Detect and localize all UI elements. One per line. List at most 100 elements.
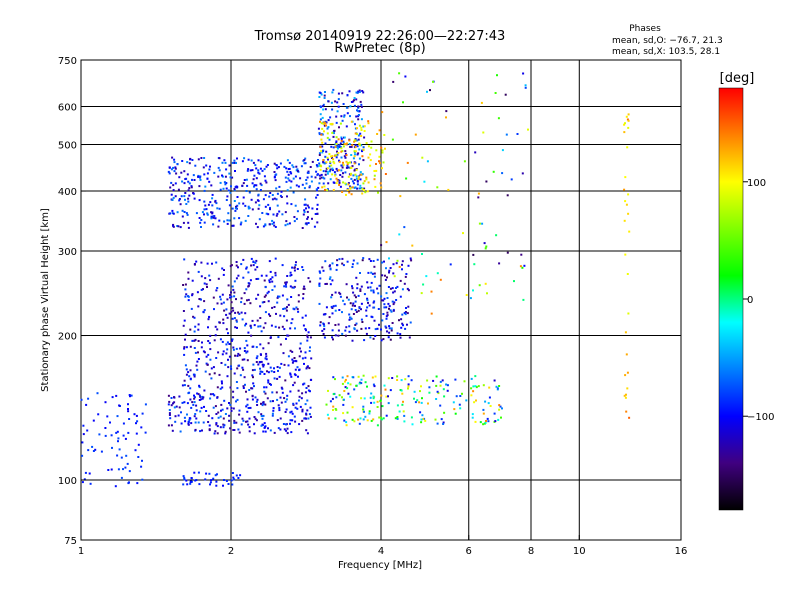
data-point <box>387 336 390 339</box>
data-point <box>247 207 250 210</box>
data-point <box>426 160 429 163</box>
data-point <box>183 379 186 382</box>
data-point <box>224 413 227 415</box>
data-point <box>245 322 248 325</box>
data-point <box>295 306 298 309</box>
data-point <box>209 397 212 400</box>
data-point <box>208 315 211 318</box>
data-point <box>283 428 286 431</box>
data-point <box>344 329 347 332</box>
data-point <box>226 195 229 198</box>
data-point <box>426 90 428 93</box>
data-point <box>230 367 233 370</box>
legend: Phases mean, sd,O: −76.7, 21.3 mean, sd,… <box>612 24 723 57</box>
data-point <box>210 184 213 187</box>
data-point <box>363 397 366 400</box>
data-point <box>234 354 237 357</box>
data-point <box>357 309 360 312</box>
data-point <box>421 156 424 159</box>
data-point <box>335 177 338 180</box>
data-point <box>202 288 204 291</box>
data-point <box>193 394 195 397</box>
data-point <box>513 280 515 283</box>
data-point <box>341 262 344 265</box>
data-point <box>222 187 225 190</box>
data-point <box>376 287 379 290</box>
data-point <box>144 431 147 434</box>
data-point <box>366 299 369 302</box>
data-point <box>285 337 287 340</box>
data-point <box>186 213 189 216</box>
data-point <box>349 115 351 118</box>
data-point <box>244 383 246 386</box>
data-point <box>479 421 482 424</box>
data-point <box>390 329 393 332</box>
data-point <box>188 419 191 421</box>
data-point <box>263 279 266 282</box>
data-point <box>191 293 194 296</box>
data-point <box>168 166 171 169</box>
data-point <box>251 395 254 398</box>
data-point <box>332 305 335 308</box>
data-point <box>355 177 358 180</box>
data-point <box>432 80 434 83</box>
data-point <box>251 319 254 322</box>
data-point <box>287 364 290 367</box>
data-point <box>189 398 192 401</box>
data-point <box>188 187 191 190</box>
data-point <box>396 416 399 418</box>
data-point <box>484 247 487 250</box>
data-point <box>244 219 247 222</box>
data-point <box>85 403 88 406</box>
data-point <box>239 474 242 477</box>
data-point <box>266 292 269 295</box>
data-point <box>350 166 353 169</box>
data-point <box>307 171 310 174</box>
data-point <box>336 101 339 104</box>
data-point <box>233 478 236 481</box>
data-point <box>185 373 188 376</box>
data-point <box>334 417 337 420</box>
data-point <box>363 136 366 139</box>
data-point <box>328 153 331 156</box>
x-tick-label: 4 <box>378 546 384 557</box>
data-point <box>223 424 226 427</box>
data-point <box>292 177 295 180</box>
data-point <box>285 423 287 426</box>
data-point <box>251 182 254 185</box>
data-point <box>357 110 360 113</box>
data-point <box>183 170 186 173</box>
data-point <box>334 378 336 381</box>
data-point <box>360 302 363 305</box>
data-point <box>407 387 409 390</box>
data-point <box>276 377 279 380</box>
data-point <box>199 410 202 413</box>
data-point <box>321 141 324 144</box>
data-point <box>335 396 338 399</box>
data-point <box>117 468 120 471</box>
data-point <box>352 291 355 294</box>
y-tick-label: 600 <box>58 103 77 114</box>
data-point <box>347 392 350 395</box>
data-point <box>170 168 173 171</box>
data-point <box>308 186 311 189</box>
data-point <box>384 274 386 277</box>
data-point <box>284 283 287 286</box>
data-point <box>257 169 260 172</box>
data-point <box>236 196 239 198</box>
data-point <box>470 387 473 390</box>
data-point <box>625 353 628 356</box>
data-point <box>409 321 412 324</box>
data-point <box>254 417 257 420</box>
data-point <box>329 178 332 181</box>
data-point <box>398 233 401 236</box>
data-point <box>243 376 246 379</box>
data-point <box>352 313 355 315</box>
data-point <box>331 91 334 94</box>
data-point <box>173 401 176 404</box>
data-point <box>373 170 376 172</box>
data-point <box>285 408 288 411</box>
data-point <box>197 340 200 342</box>
data-point <box>382 313 385 315</box>
data-point <box>331 336 334 339</box>
